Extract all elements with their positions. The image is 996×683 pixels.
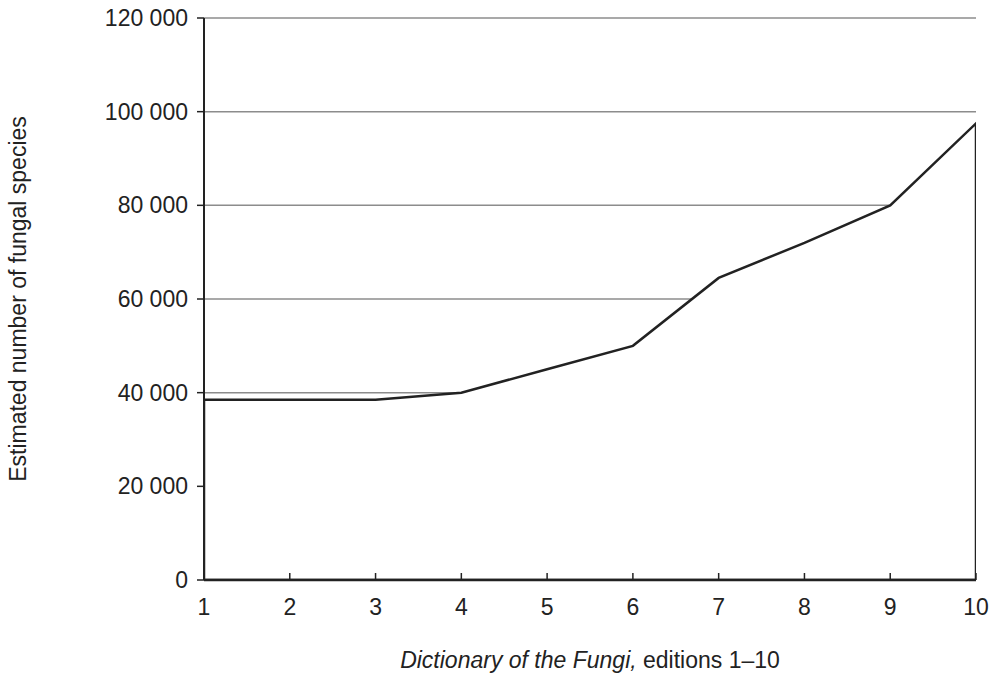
x-tick-label: 2 <box>283 594 296 620</box>
x-tick-label: 10 <box>963 594 989 620</box>
grid-line <box>204 205 976 207</box>
x-tick <box>546 573 548 580</box>
grid-line <box>204 17 976 19</box>
area <box>204 123 976 580</box>
y-tick <box>197 205 204 207</box>
x-tick-label: 4 <box>455 594 468 620</box>
x-tick <box>632 573 634 580</box>
x-tick <box>804 573 806 580</box>
y-tick <box>197 111 204 113</box>
x-tick <box>461 573 463 580</box>
y-axis-label: Estimated number of fungal species <box>5 116 31 482</box>
x-tick <box>718 573 720 580</box>
x-axis-line <box>204 579 976 582</box>
y-tick <box>197 17 204 19</box>
y-tick <box>197 486 204 488</box>
grid-line <box>204 111 976 113</box>
x-tick-label: 5 <box>541 594 554 620</box>
x-tick-label: 8 <box>798 594 811 620</box>
y-tick <box>197 392 204 394</box>
chart-container: 0 20 000 40 000 60 000 80 000 100 000 120 000 1… <box>0 0 996 683</box>
y-tick <box>197 298 204 300</box>
data-group <box>204 123 976 580</box>
x-tick-label: 3 <box>369 594 382 620</box>
x-tick <box>203 573 205 580</box>
y-tick-label: 80 000 <box>118 192 188 218</box>
x-tick <box>289 573 291 580</box>
y-tick-label: 20 000 <box>118 473 188 499</box>
y-tick-label: 60 000 <box>118 286 188 312</box>
axes: 0 20 000 40 000 60 000 80 000 100 000 120 000 1… <box>105 5 989 620</box>
x-tick-label: 6 <box>626 594 639 620</box>
y-tick-label: 0 <box>175 567 188 593</box>
x-axis-label: Dictionary of the Fungi, editions 1–10 <box>400 647 780 673</box>
x-tick <box>975 573 977 580</box>
y-tick-label: 100 000 <box>105 99 188 125</box>
x-tick <box>375 573 377 580</box>
x-tick <box>889 573 891 580</box>
x-tick-label: 7 <box>712 594 725 620</box>
x-tick-label: 1 <box>198 594 211 620</box>
x-tick-label: 9 <box>884 594 897 620</box>
y-tick <box>197 579 204 581</box>
y-tick-label: 120 000 <box>105 5 188 31</box>
y-tick-label: 40 000 <box>118 380 188 406</box>
chart-svg: 0 20 000 40 000 60 000 80 000 100 000 120 000 1… <box>0 0 996 683</box>
